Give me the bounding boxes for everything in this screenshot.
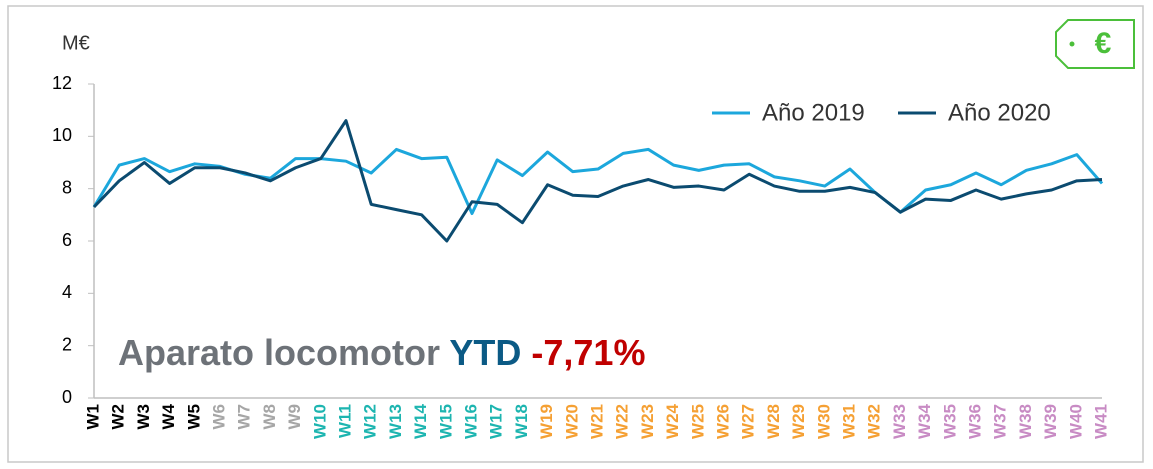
y-tick-label: 12 <box>52 73 72 93</box>
x-tick-label: W2 <box>109 404 128 430</box>
x-tick-label: W13 <box>386 404 405 439</box>
x-tick-label: W7 <box>235 404 254 430</box>
annotation-label: Aparato locomotor <box>118 332 440 373</box>
x-tick-label: W18 <box>512 404 531 439</box>
x-tick-label: W34 <box>915 403 934 439</box>
x-tick-label: W17 <box>487 404 506 439</box>
annotation-value: -7,71% <box>531 332 645 373</box>
x-tick-label: W21 <box>587 404 606 439</box>
y-tick-label: 8 <box>62 177 72 197</box>
x-tick-label: W29 <box>789 404 808 439</box>
x-tick-label: W22 <box>613 404 632 439</box>
x-tick-label: W39 <box>1041 404 1060 439</box>
x-tick-label: W27 <box>739 404 758 439</box>
x-tick-label: W19 <box>537 404 556 439</box>
legend-label: Año 2019 <box>762 99 865 126</box>
y-tick-label: 0 <box>62 387 72 407</box>
x-tick-label: W11 <box>335 404 354 438</box>
x-tick-label: W25 <box>688 404 707 439</box>
frame <box>7 5 1144 463</box>
badge-text: € <box>1095 27 1112 60</box>
unit-label: M€ <box>62 32 90 54</box>
x-tick-label: W4 <box>159 403 178 429</box>
x-tick-label: W30 <box>814 404 833 439</box>
y-tick-label: 4 <box>62 282 72 302</box>
x-tick-label: W33 <box>890 404 909 439</box>
x-tick-label: W28 <box>764 404 783 439</box>
x-tick-label: W37 <box>991 404 1010 439</box>
x-tick-label: W31 <box>839 404 858 439</box>
x-tick-label: W32 <box>865 404 884 439</box>
x-tick-label: W38 <box>1016 404 1035 439</box>
annotation-ytd: YTD <box>449 332 521 373</box>
x-tick-label: W1 <box>83 404 102 430</box>
x-tick-label: W10 <box>310 404 329 439</box>
series-line <box>92 119 1103 243</box>
x-tick-label: W15 <box>436 404 455 439</box>
x-tick-label: W12 <box>361 404 380 439</box>
y-tick-label: 2 <box>62 334 72 354</box>
x-tick-label: W6 <box>209 404 228 430</box>
y-tick-label: 10 <box>52 125 72 145</box>
x-tick-label: W20 <box>562 404 581 439</box>
x-tick-label: W8 <box>260 404 279 430</box>
y-tick-label: 6 <box>62 230 72 250</box>
x-tick-label: W23 <box>638 404 657 439</box>
x-tick-label: W14 <box>411 403 430 439</box>
x-tick-label: W26 <box>713 404 732 439</box>
x-tick-label: W41 <box>1091 404 1110 439</box>
legend-label: Año 2020 <box>948 99 1051 126</box>
x-tick-label: W16 <box>461 404 480 439</box>
x-tick-label: W9 <box>285 404 304 430</box>
x-tick-label: W5 <box>184 404 203 430</box>
badge-dot <box>1069 41 1075 47</box>
x-tick-label: W40 <box>1066 404 1085 439</box>
x-tick-label: W24 <box>663 403 682 439</box>
badge-shape <box>1055 19 1135 69</box>
x-tick-label: W36 <box>965 404 984 439</box>
x-tick-label: W3 <box>134 404 153 430</box>
annotation: Aparato locomotor YTD -7,71% <box>118 332 645 373</box>
x-tick-label: W35 <box>940 404 959 439</box>
